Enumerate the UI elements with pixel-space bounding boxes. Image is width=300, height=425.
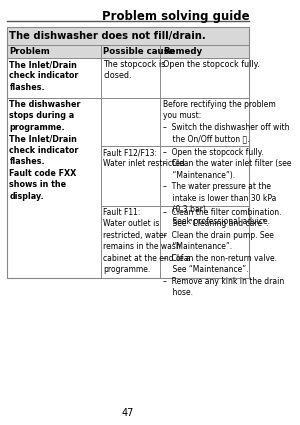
Text: Open the stopcock fully.: Open the stopcock fully. [163, 60, 260, 69]
Text: Possible cause: Possible cause [103, 47, 175, 56]
Text: Before rectifying the problem
you must:
–  Switch the dishwasher off with
    th: Before rectifying the problem you must: … [163, 100, 290, 143]
Text: The stopcock is
closed.: The stopcock is closed. [103, 60, 166, 80]
Bar [7, 27, 249, 45]
Text: Fault F11:
Water outlet is
restricted, water
remains in the wash
cabinet at the : Fault F11: Water outlet is restricted, w… [103, 208, 191, 274]
Text: 47: 47 [122, 408, 134, 418]
Text: Fault F12/F13:
Water inlet restricted.: Fault F12/F13: Water inlet restricted. [103, 148, 188, 168]
Bar [7, 45, 249, 58]
Text: Remedy: Remedy [163, 47, 202, 56]
Text: –  Open the stopcock fully.
–  Clean the water inlet filter (see
    “Maintenanc: – Open the stopcock fully. – Clean the w… [163, 148, 292, 226]
Text: The dishwasher
stops during a
programme.
The Inlet/Drain
check indicator
flashes: The dishwasher stops during a programme.… [9, 100, 81, 201]
Text: The dishwasher does not fill/drain.: The dishwasher does not fill/drain. [9, 31, 206, 41]
Text: Problem: Problem [9, 47, 50, 56]
Text: The Inlet/Drain
check indicator
flashes.: The Inlet/Drain check indicator flashes. [9, 60, 79, 92]
Bar [7, 27, 249, 278]
Text: Problem solving guide: Problem solving guide [101, 10, 249, 23]
Text: –  Clean the filter combination.
    See “Cleaning and care”.
–  Clean the drain: – Clean the filter combination. See “Cle… [163, 208, 284, 297]
